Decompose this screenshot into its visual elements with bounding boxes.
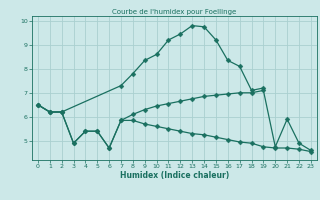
Title: Courbe de l'humidex pour Foellinge: Courbe de l'humidex pour Foellinge — [112, 9, 236, 15]
X-axis label: Humidex (Indice chaleur): Humidex (Indice chaleur) — [120, 171, 229, 180]
